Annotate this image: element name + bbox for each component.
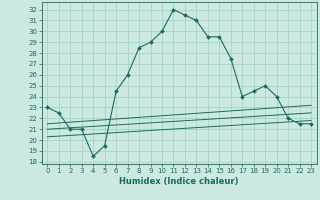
X-axis label: Humidex (Indice chaleur): Humidex (Indice chaleur)	[119, 177, 239, 186]
